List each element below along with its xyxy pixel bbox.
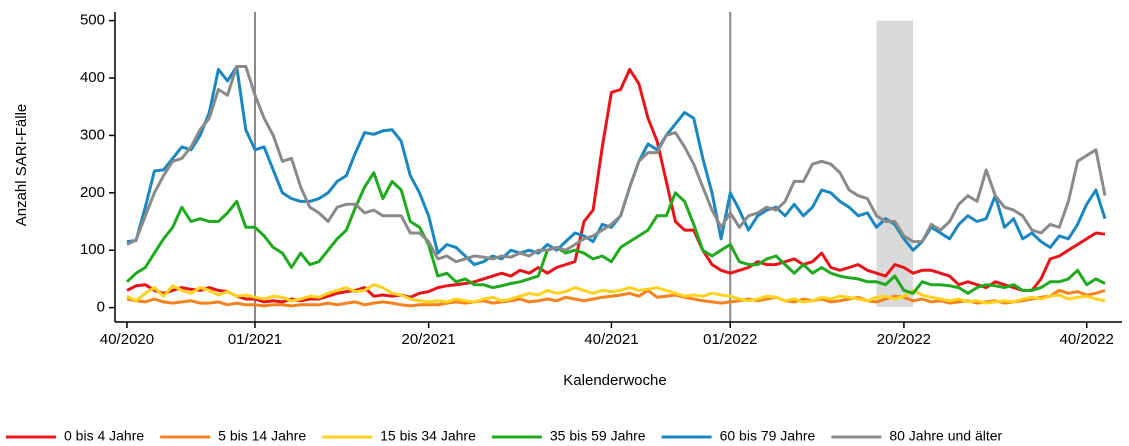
x-tick-label: 40/2022: [1060, 331, 1114, 348]
legend-label: 60 bis 79 Jahre: [720, 428, 816, 444]
legend-label: 5 bis 14 Jahre: [218, 428, 306, 444]
y-tick-label: 100: [80, 241, 105, 258]
x-tick-label: 40/2020: [100, 331, 154, 348]
series-line: [126, 65, 1107, 264]
legend-label: 15 bis 34 Jahre: [380, 428, 476, 444]
legend-label: 0 bis 4 Jahre: [64, 428, 144, 444]
x-tick-label: 01/2021: [228, 331, 282, 348]
x-tick-label: 40/2021: [584, 331, 638, 348]
x-tick-label: 20/2022: [877, 331, 931, 348]
x-axis-label: Kalenderwoche: [563, 372, 666, 389]
series-line: [126, 67, 1106, 304]
y-tick-label: 500: [80, 12, 105, 29]
y-tick-label: 0: [97, 299, 105, 316]
y-axis-label: Anzahl SARI-Fälle: [13, 104, 30, 227]
x-tick-label: 01/2022: [703, 331, 757, 348]
y-tick-label: 300: [80, 126, 105, 143]
series-line: [126, 283, 1106, 305]
x-tick-label: 20/2021: [402, 331, 456, 348]
series-line: [125, 171, 1106, 295]
y-tick-label: 400: [80, 69, 105, 86]
shaded-period: [876, 20, 914, 307]
series-line: [126, 288, 1106, 308]
legend: 0 bis 4 Jahre 5 bis 14 Jahre 15 bis 34 Jah…: [6, 428, 1003, 444]
legend-label: 35 bis 59 Jahre: [550, 428, 646, 444]
legend-label: 80 Jahre und älter: [889, 428, 1002, 444]
series-line: [126, 65, 1107, 267]
y-tick-label: 200: [80, 184, 105, 201]
